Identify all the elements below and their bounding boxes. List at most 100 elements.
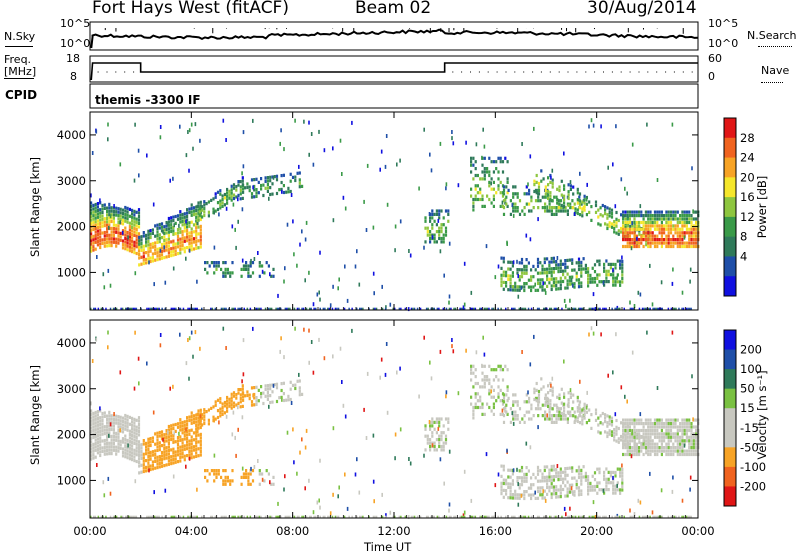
power-cell <box>237 197 239 202</box>
velocity-cell <box>537 407 540 411</box>
velocity-cell <box>135 439 138 443</box>
velocity-cell <box>509 489 512 493</box>
power-cell <box>552 256 555 260</box>
power-cell <box>160 236 164 240</box>
velocity-cell <box>688 422 691 426</box>
power-cell <box>665 244 668 249</box>
velocity-cell <box>660 446 663 450</box>
power-cell <box>506 177 509 181</box>
power-cell <box>170 226 173 230</box>
velocity-cell <box>260 391 263 396</box>
power-cell <box>571 258 574 262</box>
power-cell <box>530 278 533 282</box>
power-cell <box>408 249 410 253</box>
cpid-label: CPID <box>5 88 38 102</box>
velocity-cell <box>528 410 531 414</box>
power-cell <box>525 282 528 286</box>
velocity-cell <box>239 393 242 397</box>
velocity-cell <box>594 418 598 422</box>
power-cell <box>615 307 618 310</box>
power-cell <box>149 229 152 233</box>
velocity-cell <box>190 414 193 418</box>
velocity-cell <box>108 424 111 428</box>
velocity-cell <box>213 469 216 473</box>
power-cell <box>472 163 475 167</box>
velocity-cell <box>155 515 157 518</box>
velocity-cell <box>605 484 608 488</box>
velocity-cell <box>585 403 588 408</box>
power-cell <box>628 241 631 245</box>
power-cell <box>92 245 95 249</box>
velocity-cell <box>483 381 486 386</box>
velocity-cell <box>172 457 175 462</box>
power-cell <box>172 232 175 236</box>
velocity-cell <box>581 415 584 419</box>
velocity-cell <box>101 422 104 426</box>
velocity-cell <box>643 515 645 518</box>
power-cell <box>635 234 638 238</box>
power-cell <box>649 244 652 249</box>
velocity-cell <box>119 439 122 443</box>
velocity-cell <box>430 515 432 518</box>
power-cell <box>318 129 320 134</box>
velocity-cell <box>690 442 693 446</box>
power-cell <box>213 210 215 215</box>
power-cell <box>119 220 121 225</box>
power-cell <box>530 275 533 279</box>
power-cell <box>576 201 579 205</box>
power-cell <box>474 197 477 202</box>
power-cell <box>308 270 310 275</box>
velocity-cell <box>181 441 184 445</box>
power-cell <box>532 275 535 279</box>
freq-panel-frame <box>89 55 699 83</box>
velocity-cell <box>583 409 586 413</box>
velocity-cell <box>656 446 659 450</box>
power-cell <box>215 264 218 268</box>
power-cell <box>318 290 320 295</box>
power-cell <box>156 233 159 238</box>
power-colorbar-step <box>724 216 736 238</box>
velocity-cell <box>551 386 554 390</box>
velocity-cell <box>176 422 180 426</box>
velocity-cell <box>567 411 570 415</box>
velocity-cell <box>628 418 631 422</box>
velocity-cell <box>688 435 691 439</box>
velocity-cell <box>210 469 213 473</box>
velocity-cell <box>183 458 186 462</box>
velocity-cell <box>137 416 141 420</box>
velocity-cell <box>451 338 453 342</box>
velocity-cell <box>561 515 563 518</box>
velocity-cell <box>577 472 581 476</box>
velocity-cell <box>447 417 450 421</box>
power-cell <box>552 267 555 271</box>
velocity-cell <box>647 442 650 446</box>
power-cell <box>149 246 152 250</box>
velocity-cell <box>164 488 167 493</box>
power-cell <box>539 199 542 203</box>
velocity-cell <box>133 386 136 391</box>
power-cell <box>608 224 611 228</box>
velocity-colorbar-tick: 15 <box>740 401 755 415</box>
velocity-cell <box>681 449 684 453</box>
power-cell <box>534 282 536 287</box>
velocity-cell <box>553 403 556 407</box>
velocity-cell <box>140 470 143 474</box>
power-cell <box>479 177 482 181</box>
velocity-cell <box>563 506 566 511</box>
power-cell <box>459 307 461 310</box>
power-cell <box>604 208 607 212</box>
power-cell <box>549 194 552 198</box>
velocity-cell <box>260 395 263 399</box>
velocity-cell <box>604 430 607 434</box>
power-cell <box>594 210 598 214</box>
velocity-cell <box>653 432 657 436</box>
power-cell <box>363 199 365 204</box>
power-cell <box>502 287 505 291</box>
power-cell <box>667 210 670 214</box>
velocity-cell <box>293 515 296 518</box>
velocity-cell <box>151 460 154 464</box>
power-cell <box>133 233 136 237</box>
power-cell <box>511 271 514 275</box>
velocity-cell <box>610 433 614 437</box>
power-cell <box>241 176 244 180</box>
